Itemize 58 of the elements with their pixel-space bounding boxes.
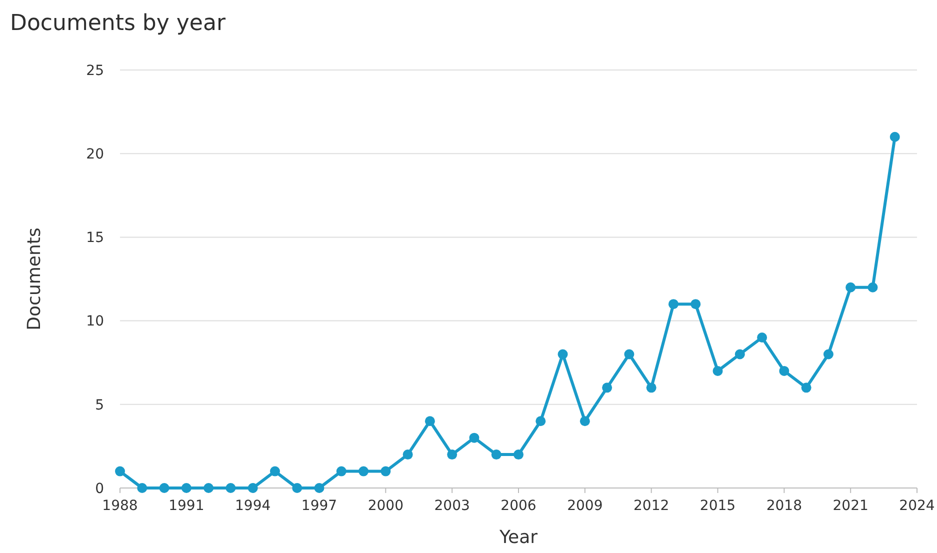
point (779, 366, 790, 376)
y-axis-title: Documents (24, 228, 45, 330)
point (447, 450, 458, 460)
y-tick-label: 15 (86, 230, 104, 246)
point (314, 483, 324, 493)
point (402, 450, 413, 460)
point (248, 483, 258, 493)
point (380, 466, 391, 476)
y-tick-label: 10 (86, 314, 104, 330)
y-tick-label: 25 (86, 62, 104, 79)
y-tick-label: 0 (95, 480, 104, 497)
y-tick-label: 5 (95, 397, 104, 414)
x-tick-label: 1988 (102, 498, 138, 514)
point (646, 382, 656, 393)
point (712, 366, 723, 376)
point (846, 282, 856, 292)
chart-title: Documents by year (10, 11, 226, 36)
x-tick-label: 2000 (368, 498, 404, 514)
x-tick-label: 2018 (766, 498, 802, 514)
point (424, 416, 435, 426)
point (159, 483, 170, 493)
point (823, 349, 834, 360)
point (801, 382, 812, 393)
point (137, 483, 148, 493)
point (336, 466, 346, 476)
point (181, 483, 192, 493)
point (558, 349, 568, 360)
point (204, 483, 214, 493)
x-tick-label: 1991 (168, 498, 204, 514)
point (514, 450, 524, 460)
y-tick-label: 20 (86, 146, 104, 162)
x-tick-label: 1997 (301, 498, 338, 514)
point (491, 450, 502, 460)
point (734, 349, 745, 360)
x-tick-label: 2003 (434, 498, 470, 514)
x-tick-label: 2012 (634, 498, 670, 514)
point (469, 432, 480, 443)
point (868, 282, 878, 292)
point (226, 483, 236, 493)
point (292, 483, 302, 493)
point (580, 416, 590, 426)
point (358, 466, 369, 476)
x-tick-label: 1994 (235, 498, 271, 514)
x-tick-label: 2015 (700, 498, 736, 514)
point (270, 466, 280, 476)
x-tick-label: 2021 (832, 498, 868, 514)
point (690, 299, 701, 310)
x-tick-label: 2006 (500, 498, 536, 514)
point (890, 132, 900, 142)
x-tick-label: 2024 (899, 498, 935, 514)
x-tick-label: 2009 (567, 498, 603, 514)
point (757, 332, 768, 343)
point (536, 416, 546, 426)
x-axis-title: Year (498, 527, 538, 548)
point (624, 349, 634, 360)
point (668, 299, 678, 310)
point (115, 466, 125, 476)
point (602, 382, 612, 393)
